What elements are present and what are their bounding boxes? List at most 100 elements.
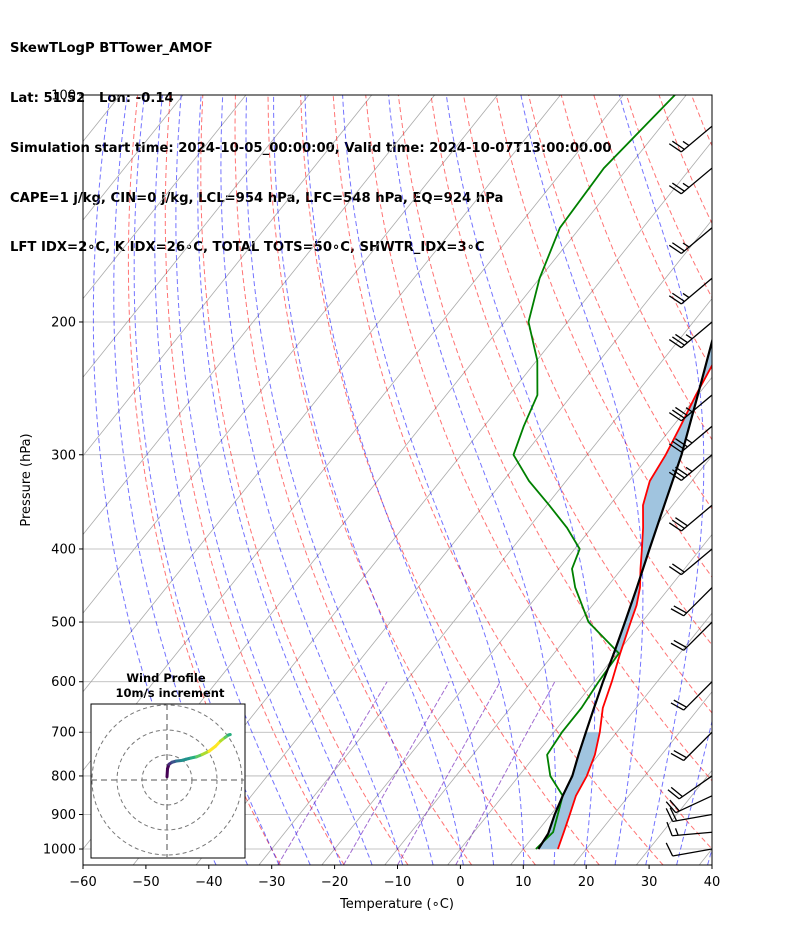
wind-barb-shaft — [683, 621, 712, 651]
hodograph-rings — [91, 704, 245, 858]
wind-barb-shaft — [680, 321, 712, 349]
moist-adiabat-line — [197, 95, 373, 865]
wind-barb-feather — [673, 750, 687, 759]
y-tick-label: 700 — [51, 726, 76, 741]
isotherm-line — [321, 376, 712, 865]
wind-barb-feather — [671, 336, 685, 346]
y-tick-label: 800 — [51, 769, 76, 784]
wind-barb-feather — [673, 699, 687, 708]
dry-adiabat-line — [397, 95, 712, 782]
wind-barb-feather — [675, 406, 688, 417]
moist-adiabat-line — [342, 95, 525, 865]
x-tick-label: 20 — [578, 875, 595, 890]
wind-barb-shaft — [678, 775, 712, 800]
wind-barb — [668, 425, 712, 453]
wind-barb-half-feather — [682, 292, 690, 299]
plot-area — [83, 95, 794, 865]
wind-barb-half-feather — [682, 140, 690, 147]
hodograph-subtitle: 10m/s increment — [116, 686, 225, 700]
wind-barb-shaft — [672, 831, 712, 837]
wind-barb-shaft — [680, 394, 712, 422]
wind-barb-feather — [668, 471, 682, 482]
wind-barb-feather — [668, 244, 682, 255]
wind-barb-half-feather — [685, 407, 693, 413]
isotherm-line — [573, 691, 712, 865]
isotherm-line — [83, 95, 247, 300]
wind-barb-feather — [668, 565, 682, 576]
mixing-ratio-line — [455, 681, 556, 865]
wind-barb-shaft — [680, 425, 712, 453]
moist-adiabat-line — [175, 95, 342, 865]
wind-barb-feather — [671, 563, 685, 573]
wind-barb-feather — [670, 752, 685, 762]
y-tick-label: 600 — [51, 675, 76, 690]
isotherm-line — [83, 95, 373, 457]
wind-barb-shaft — [683, 681, 712, 711]
wind-barb — [668, 394, 712, 422]
dry-adiabat-line — [757, 95, 794, 865]
wind-barb-feather — [671, 409, 685, 419]
wind-barb — [668, 454, 712, 482]
wind-barb-feather — [673, 605, 687, 614]
wind-barb — [670, 681, 712, 711]
moist-adiabat-line — [273, 95, 464, 865]
wind-barb — [665, 807, 712, 823]
wind-barb-shaft — [680, 125, 712, 153]
wind-barb — [668, 321, 712, 349]
dry-adiabat-line — [332, 95, 664, 865]
dry-adiabat-line — [463, 95, 712, 646]
cape-line: CAPE=1 j/kg, CIN=0 j/kg, LCL=954 hPa, LF… — [10, 190, 504, 206]
wind-barb-shaft — [672, 813, 712, 823]
y-tick-label: 200 — [51, 315, 76, 330]
moist-adiabat-line — [445, 95, 596, 865]
moist-adiabat-line — [304, 95, 495, 865]
wind-barb-feather — [667, 789, 680, 800]
wind-barb-feather — [665, 808, 674, 822]
dry-adiabat-line — [789, 95, 794, 865]
wind-barb-feather — [671, 140, 685, 150]
x-tick-label: −30 — [258, 875, 285, 890]
temperature-line — [557, 363, 712, 850]
x-tick-label: 40 — [704, 875, 721, 890]
wind-barb-feather — [670, 702, 685, 711]
isotherm-line — [195, 219, 712, 865]
wind-barb-shaft — [680, 548, 712, 576]
wind-barb-feather — [665, 842, 674, 857]
wind-barb-half-feather — [682, 182, 690, 188]
cape-area-low — [538, 732, 600, 849]
dry-adiabat-line — [658, 95, 712, 225]
wind-barb-feather — [666, 821, 673, 836]
wind-barb-feather — [670, 786, 683, 798]
x-tick-label: 10 — [515, 875, 532, 890]
isotherm-line — [698, 848, 712, 865]
wind-barb-feather — [668, 185, 682, 195]
parcel-line — [537, 337, 712, 850]
y-tick-label: 300 — [51, 448, 76, 463]
y-tick-label: 1000 — [43, 843, 76, 858]
x-tick-label: −40 — [195, 875, 222, 890]
x-tick-label: −10 — [384, 875, 411, 890]
dry-adiabat-line — [127, 95, 281, 865]
isotherm-line — [83, 95, 561, 693]
wind-barb-shaft — [680, 504, 712, 532]
y-tick-label: 100 — [51, 89, 76, 104]
wind-barb-shaft — [672, 848, 712, 857]
x-tick-label: −60 — [69, 875, 96, 890]
isotherm-line — [447, 533, 712, 865]
wind-barb-shaft — [680, 167, 712, 195]
moist-adiabat-line — [154, 95, 311, 865]
dry-adiabat-line — [724, 95, 794, 865]
mixing-ratio-lines — [277, 681, 556, 865]
wind-barb-feather — [671, 469, 685, 479]
chart-header: SkewTLogP BTTower_AMOF Lat: 51.52 Lon: -… — [10, 8, 612, 274]
wind-barb-half-feather — [682, 242, 690, 248]
wind-barb — [668, 504, 712, 532]
wind-barb-feather — [668, 143, 682, 153]
y-tick-label: 400 — [51, 542, 76, 557]
wind-barb-shaft — [680, 454, 712, 481]
x-tick-label: −50 — [132, 875, 159, 890]
mixing-ratio-line — [277, 681, 388, 865]
x-axis-label: Temperature (∘C) — [339, 897, 454, 912]
wind-barb-feather — [668, 443, 682, 453]
